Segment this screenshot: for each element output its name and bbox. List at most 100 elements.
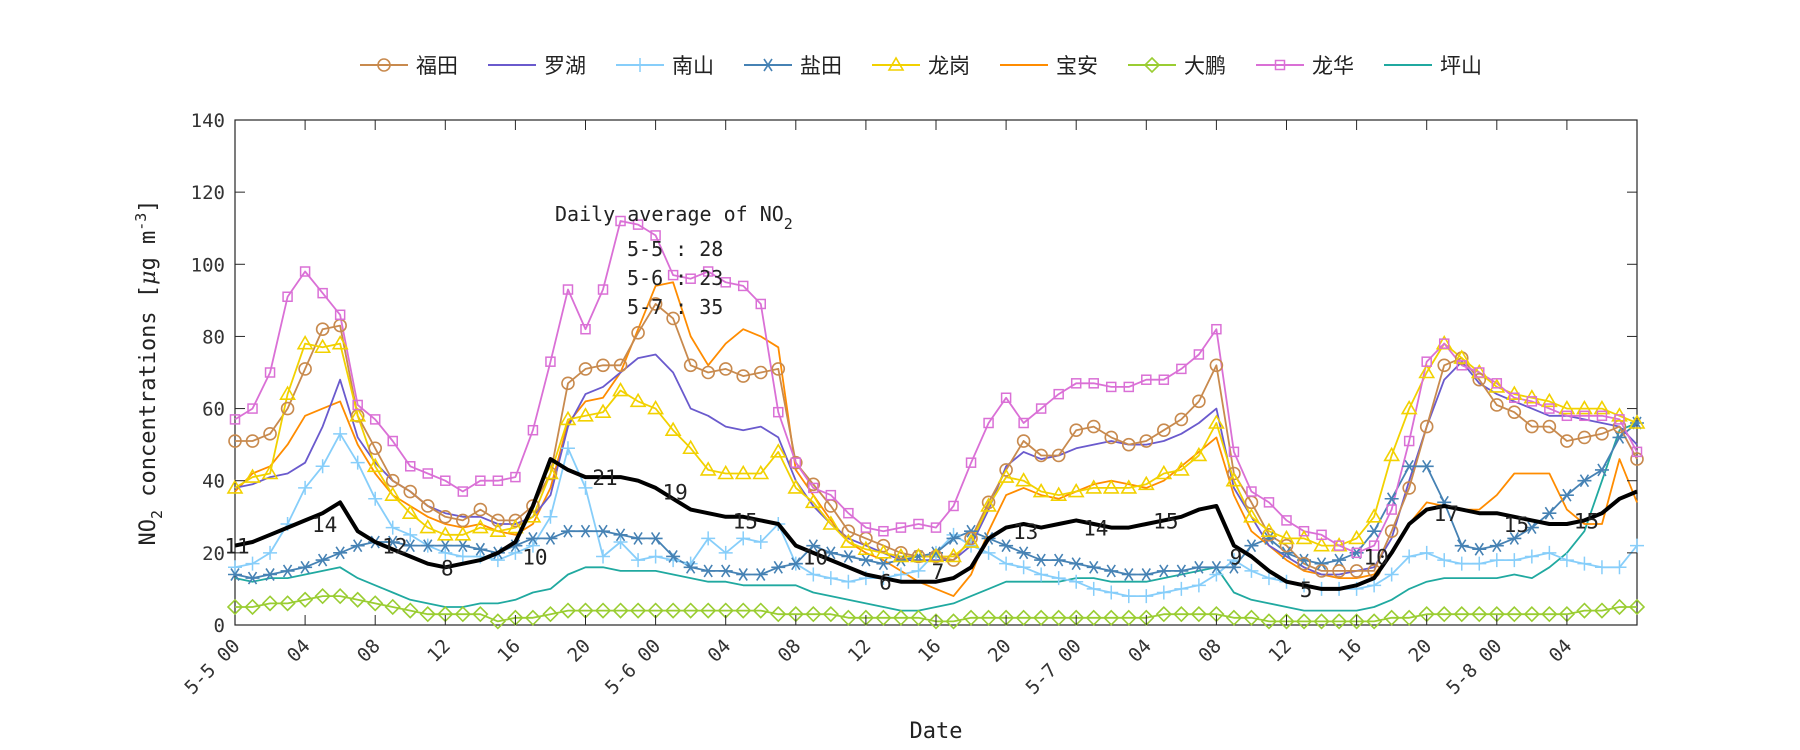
data-point: [1103, 609, 1120, 626]
data-point: [438, 509, 453, 524]
y-axis-title-part: 2: [148, 510, 166, 519]
data-point: [910, 547, 927, 563]
data-point: [1472, 556, 1487, 571]
data-point: [1244, 539, 1259, 553]
data-point: [1158, 374, 1170, 385]
data-point: [455, 539, 470, 553]
annotation-line: 5-5 : 28: [627, 237, 723, 261]
data-point: [1297, 556, 1311, 571]
y-tick-label: 0: [214, 615, 225, 637]
data-point: [580, 323, 591, 335]
data-point: [1400, 399, 1418, 415]
data-point: [315, 322, 330, 337]
legend-swatch-marker: [377, 58, 391, 72]
data-point: [1051, 448, 1066, 463]
y-tick-label: 60: [202, 399, 225, 421]
data-point: [683, 358, 698, 373]
data-point: [983, 417, 994, 429]
data-point: [1313, 537, 1330, 552]
data-point: [717, 464, 735, 480]
data-point: [664, 602, 682, 619]
data-point: [1050, 486, 1068, 501]
data-point: [1211, 323, 1222, 335]
data-point: [806, 477, 821, 492]
data-point: [1509, 392, 1520, 403]
data-point: [1330, 613, 1348, 630]
data-point: [332, 588, 349, 605]
data-point: [1576, 399, 1593, 415]
data-point: [1069, 557, 1084, 571]
data-point: [718, 362, 733, 376]
data-point: [1454, 539, 1469, 553]
series-markers-2: [228, 426, 1644, 604]
data-point: [1243, 609, 1260, 626]
y-tick-label: 80: [202, 326, 225, 348]
data-point: [419, 519, 437, 534]
data-point: [1298, 525, 1310, 537]
data-point: [788, 455, 803, 470]
data-point: [1051, 553, 1066, 567]
data-point: [1612, 430, 1627, 444]
legend-item: 宝安: [1000, 54, 1098, 78]
data-point: [1333, 540, 1345, 551]
data-point: [401, 504, 419, 519]
data-point: [420, 539, 435, 553]
y-tick-label: 120: [191, 182, 225, 204]
data-point: [454, 526, 472, 541]
data-point: [701, 564, 716, 578]
data-point: [1542, 545, 1557, 560]
data-point: [333, 426, 348, 441]
data-point: [1193, 349, 1205, 360]
y-tick-label: 20: [202, 543, 225, 565]
data-point: [1173, 606, 1190, 623]
data-point: [613, 528, 628, 542]
data-point: [1507, 405, 1522, 419]
data-point: [1278, 613, 1295, 630]
data-point: [808, 482, 819, 494]
data-point: [1561, 410, 1573, 422]
average-data-label: 10: [803, 545, 828, 569]
series-line-7: [234, 220, 1638, 554]
data-point: [1542, 506, 1557, 520]
data-point: [596, 549, 611, 564]
data-point: [543, 531, 558, 545]
x-tick-label: 08: [774, 635, 806, 667]
legend-label: 罗湖: [544, 54, 586, 78]
data-point: [840, 609, 857, 626]
data-point: [1558, 399, 1576, 415]
series-line-8: [234, 422, 1638, 612]
legend-item: 罗湖: [488, 54, 586, 78]
data-point: [1523, 606, 1540, 623]
data-point: [1383, 609, 1400, 626]
x-tick-label: 20: [563, 635, 595, 667]
data-point: [962, 609, 980, 626]
data-point: [1541, 606, 1558, 623]
data-point: [279, 595, 296, 612]
legend-label: 龙岗: [928, 54, 970, 78]
data-point: [282, 291, 293, 302]
data-point: [964, 524, 979, 538]
data-point: [1368, 540, 1380, 551]
average-data-label: 15: [1574, 509, 1599, 533]
legend-item: 坪山: [1384, 54, 1482, 78]
data-point: [1576, 602, 1593, 619]
data-point: [542, 606, 559, 623]
data-point: [315, 553, 330, 567]
data-point: [1156, 564, 1171, 578]
data-point: [1332, 553, 1347, 567]
chart-legend: 福田 罗湖 南山 盐田 龙岗 宝安 大鹏 龙华 坪山: [360, 54, 1482, 78]
y-tick-label: 40: [202, 471, 225, 493]
data-point: [1279, 546, 1294, 560]
series-markers-6: [226, 588, 1646, 630]
data-point: [1141, 374, 1152, 385]
data-point: [615, 215, 626, 227]
data-point: [1069, 574, 1084, 589]
data-point: [1436, 606, 1453, 623]
data-point: [964, 531, 978, 546]
data-point: [368, 441, 383, 456]
data-point: [1403, 435, 1415, 447]
data-point: [685, 273, 696, 284]
data-point: [1596, 410, 1608, 422]
data-point: [1190, 446, 1208, 462]
data-point: [878, 525, 889, 537]
